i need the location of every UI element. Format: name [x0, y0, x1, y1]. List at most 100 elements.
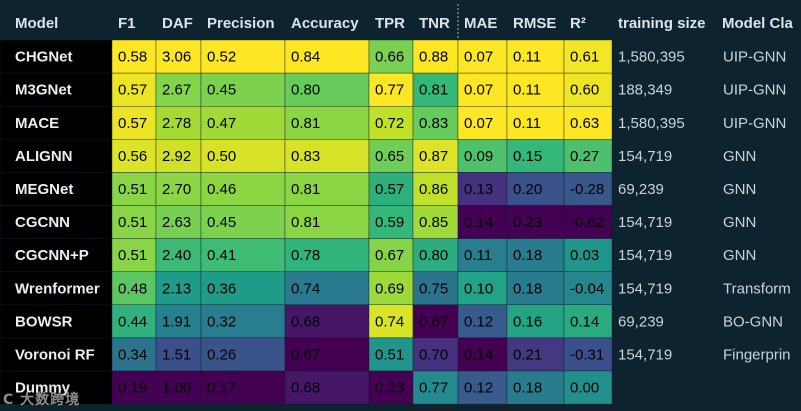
- metric-cell: [563, 72, 613, 107]
- metric-cell: [563, 172, 613, 206]
- model-name: CGCNN+P: [15, 247, 89, 264]
- model-class-value: GNN: [723, 181, 756, 198]
- model-name: M3GNet: [15, 82, 72, 99]
- column-header: training size: [618, 15, 706, 32]
- metric-cell: [563, 39, 613, 74]
- metric-value: 2.13: [162, 280, 191, 297]
- model-name: BOWSR: [15, 313, 73, 330]
- metric-value: 0.68: [291, 380, 320, 397]
- column-header: TNR: [419, 15, 450, 32]
- metric-cell: [506, 72, 565, 107]
- metric-value: 0.83: [291, 148, 320, 165]
- metric-cell: [412, 139, 459, 173]
- metric-cell: [284, 39, 370, 74]
- metric-value: 0.23: [375, 380, 404, 397]
- column-header: RMSE: [513, 15, 556, 32]
- metric-value: 0.18: [513, 280, 542, 297]
- metric-value: 0.09: [464, 148, 493, 165]
- metric-value: -0.28: [570, 181, 604, 198]
- metric-value: 0.74: [375, 313, 404, 330]
- metric-value: 0.07: [464, 49, 493, 66]
- table-row: BOWSR 0.44 1.91 0.32 0.68 0.74 0.67 0.12 0.16 0.1…: [0, 304, 783, 339]
- model-cell: [0, 370, 113, 405]
- metric-cell: [200, 370, 286, 405]
- metric-value: 0.63: [570, 115, 599, 132]
- metric-value: 0.81: [291, 214, 320, 231]
- metric-value: 0.32: [207, 313, 236, 330]
- table-row: Dummy 0.19 1.00 0.17 0.68 0.23 0.77 0.12 0.18 0.0…: [0, 370, 613, 405]
- metric-value: 0.77: [375, 82, 404, 99]
- metric-cell: [457, 205, 508, 239]
- column-header: DAF: [162, 15, 193, 32]
- metric-value: 0.50: [207, 148, 236, 165]
- metric-cell: [155, 337, 202, 372]
- column-header: Model: [15, 15, 58, 32]
- metric-value: 0.46: [207, 181, 236, 198]
- metric-cell: [506, 370, 565, 405]
- metric-value: 0.58: [118, 49, 147, 66]
- metric-cell: [111, 172, 157, 206]
- metric-value: -0.31: [570, 346, 604, 363]
- metric-value: 2.92: [162, 148, 191, 165]
- metric-value: 0.36: [207, 280, 236, 297]
- metric-cell: [457, 139, 508, 173]
- metric-cell: [457, 172, 508, 206]
- metric-value: 3.06: [162, 49, 191, 66]
- column-header: Precision: [207, 15, 275, 32]
- metric-value: 0.51: [118, 214, 147, 231]
- metric-cell: [200, 271, 286, 306]
- metric-cell: [368, 337, 414, 372]
- metric-cell: [200, 238, 286, 272]
- metric-value: 0.47: [207, 115, 236, 132]
- metric-value: 0.70: [419, 346, 448, 363]
- metric-value: 0.67: [291, 346, 320, 363]
- model-name: MACE: [15, 115, 59, 132]
- metric-cell: [155, 139, 202, 173]
- metric-cell: [368, 172, 414, 206]
- metric-value: 0.77: [419, 380, 448, 397]
- metric-value: 0.48: [118, 280, 147, 297]
- metric-cell: [563, 238, 613, 272]
- metric-cell: [200, 72, 286, 107]
- metric-value: 0.78: [291, 247, 320, 264]
- column-header: Model Cla: [722, 15, 793, 32]
- metric-value: 2.78: [162, 115, 191, 132]
- metric-value: 0.27: [570, 148, 599, 165]
- model-cell: [0, 238, 113, 272]
- metric-cell: [412, 337, 459, 372]
- model-name: ALIGNN: [15, 148, 73, 165]
- metric-value: 0.45: [207, 82, 236, 99]
- metric-value: 0.51: [118, 181, 147, 198]
- metric-cell: [563, 304, 613, 339]
- metric-cell: [457, 271, 508, 306]
- metric-value: 2.70: [162, 181, 191, 198]
- metric-cell: [155, 72, 202, 107]
- metric-cell: [506, 271, 565, 306]
- metric-cell: [412, 370, 459, 405]
- training-size-value: 69,239: [618, 313, 664, 330]
- metric-cell: [563, 139, 613, 173]
- metric-cell: [111, 304, 157, 339]
- metric-cell: [506, 139, 565, 173]
- model-class-value: BO-GNN: [723, 313, 783, 330]
- model-name: Dummy: [15, 380, 71, 397]
- column-header: R²: [570, 15, 586, 32]
- metric-value: 0.69: [375, 280, 404, 297]
- metric-value: 0.81: [419, 82, 448, 99]
- metric-cell: [284, 337, 370, 372]
- metric-cell: [368, 139, 414, 173]
- metric-value: 2.63: [162, 214, 191, 231]
- metric-value: 0.12: [464, 313, 493, 330]
- model-cell: [0, 337, 113, 372]
- metric-cell: [412, 238, 459, 272]
- metric-cell: [111, 271, 157, 306]
- metric-cell: [457, 238, 508, 272]
- metric-value: 0.81: [291, 181, 320, 198]
- metric-value: 0.57: [118, 115, 147, 132]
- metric-value: 0.00: [570, 380, 599, 397]
- table-row: CGCNN+P 0.51 2.40 0.41 0.78 0.67 0.80 0.11 0.18 0…: [0, 238, 756, 272]
- metric-cell: [563, 370, 613, 405]
- metric-cell: [563, 271, 613, 306]
- metric-value: 0.14: [464, 346, 493, 363]
- metric-cell: [200, 172, 286, 206]
